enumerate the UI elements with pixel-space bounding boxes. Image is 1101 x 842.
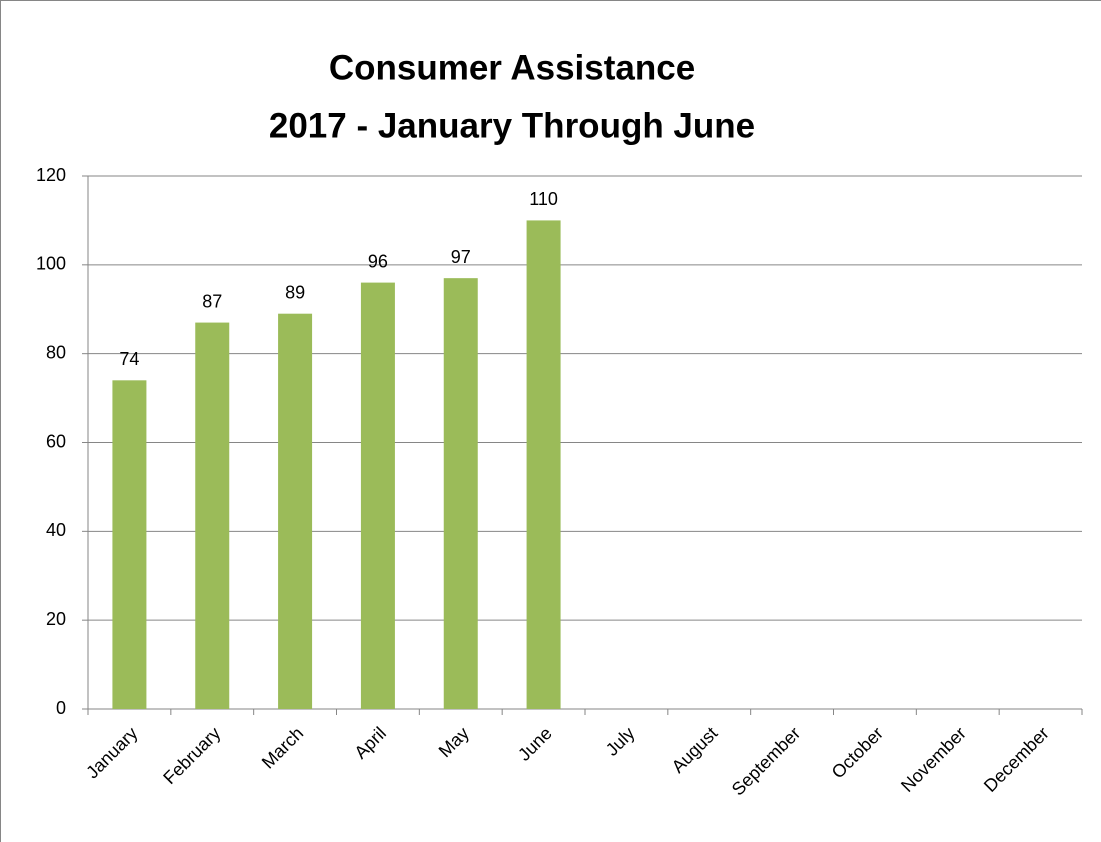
data-label: 74: [119, 349, 139, 369]
data-label: 87: [202, 291, 222, 311]
data-label: 96: [368, 251, 388, 271]
bar: [278, 313, 313, 709]
bar: [360, 282, 395, 709]
y-tick-label: 100: [36, 254, 66, 274]
y-tick-label: 120: [36, 165, 66, 185]
bar: [112, 380, 147, 709]
data-label: 97: [451, 247, 471, 267]
data-label: 89: [285, 282, 305, 302]
y-tick-label: 40: [46, 520, 66, 540]
bar: [443, 278, 478, 709]
data-label: 110: [529, 189, 558, 209]
chart-title: Consumer Assistance: [329, 48, 695, 87]
y-tick-label: 20: [46, 609, 66, 629]
chart-subtitle: 2017 - January Through June: [269, 106, 755, 145]
bar: [195, 322, 230, 709]
y-tick-label: 0: [56, 698, 66, 718]
y-tick-label: 60: [46, 431, 66, 451]
y-tick-label: 80: [46, 342, 66, 362]
bar: [526, 220, 561, 709]
